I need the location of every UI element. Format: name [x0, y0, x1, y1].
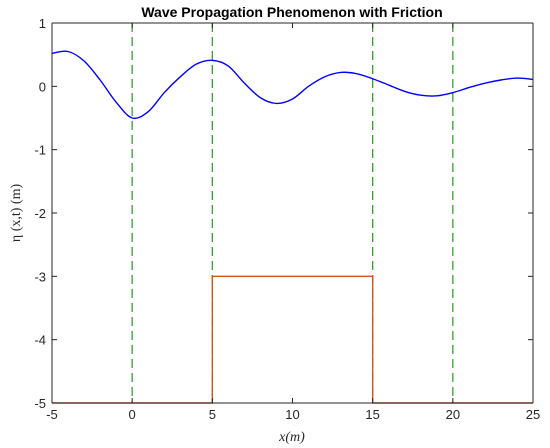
- y-tick-label: -2: [34, 206, 46, 221]
- x-tick-label: 10: [285, 407, 299, 422]
- x-tick-label: -5: [46, 407, 58, 422]
- x-axis-label: x(m): [278, 430, 305, 445]
- y-tick-label: -1: [34, 143, 46, 158]
- wave-line: [51, 50, 534, 120]
- x-tick-label: 20: [446, 407, 460, 422]
- ticks: -5 0 5 10 15 20 25 -5 -4 -3 -2 -1 0 1: [34, 16, 540, 422]
- bathymetry-line: [52, 275, 533, 404]
- y-tick-label: 0: [39, 79, 46, 94]
- x-tick-label: 0: [129, 407, 136, 422]
- x-tick-label: 5: [209, 407, 216, 422]
- x-tick-label: 15: [365, 407, 379, 422]
- y-tick-label: -5: [34, 396, 46, 411]
- axes: [51, 22, 534, 404]
- y-tick-label: -4: [34, 333, 46, 348]
- plot-area: [51, 23, 534, 404]
- y-tick-label: -3: [34, 269, 46, 284]
- y-tick-label: 1: [39, 16, 46, 31]
- x-tick-label: 25: [526, 407, 540, 422]
- chart-title: Wave Propagation Phenomenon with Frictio…: [141, 4, 442, 20]
- y-axis-label: η (x,t) (m): [9, 184, 24, 243]
